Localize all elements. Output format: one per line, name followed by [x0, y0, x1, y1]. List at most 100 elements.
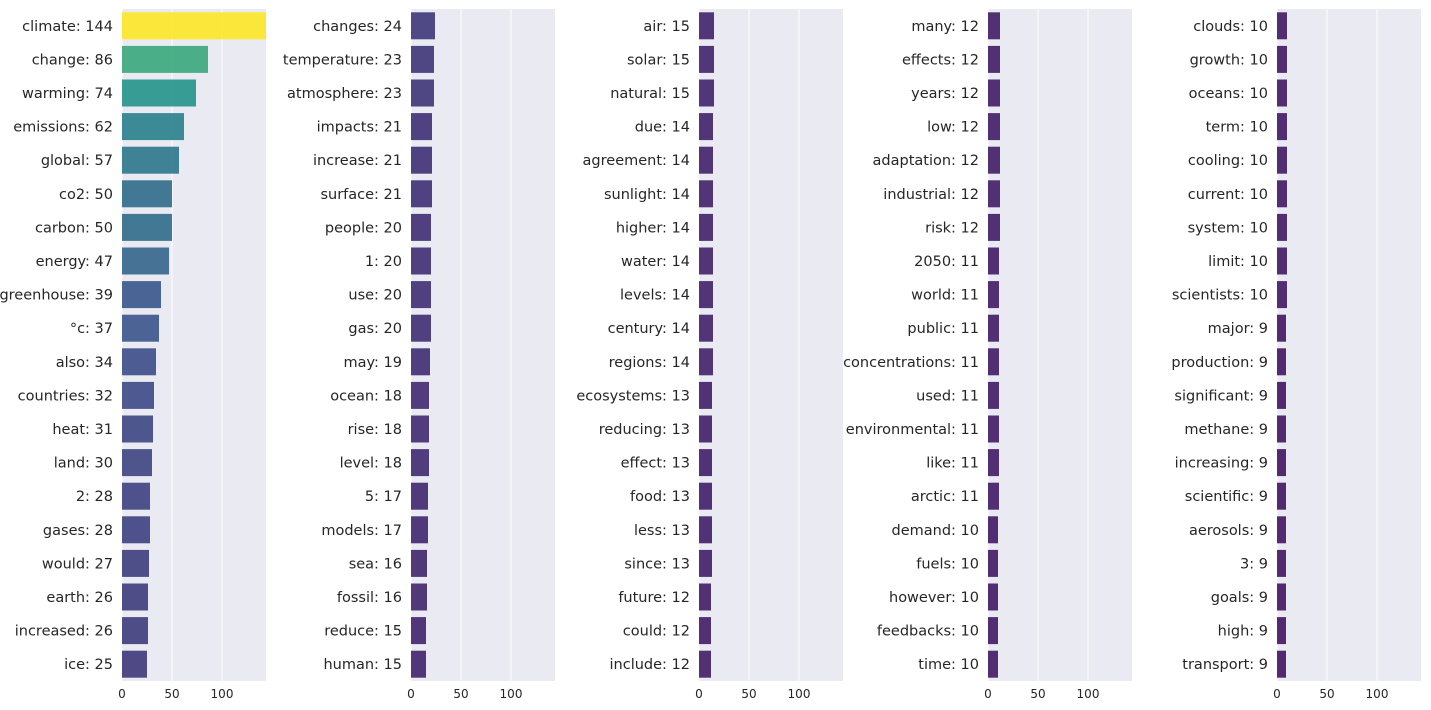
- bar: [988, 281, 999, 309]
- bar: [122, 415, 153, 443]
- category-label: many: 12: [911, 19, 979, 35]
- category-label: century: 14: [608, 321, 690, 337]
- bar: [699, 213, 713, 241]
- bar: [411, 180, 432, 208]
- bar: [988, 12, 1000, 40]
- bar: [1277, 314, 1286, 342]
- x-tick-label: 50: [453, 687, 468, 701]
- category-label: co2: 50: [59, 187, 113, 203]
- bar: [1277, 79, 1287, 107]
- bar: [699, 415, 712, 443]
- bar: [699, 45, 714, 73]
- category-label: could: 12: [623, 624, 690, 640]
- bar: [699, 516, 712, 544]
- category-label: increase: 21: [313, 153, 402, 169]
- category-label: surface: 21: [320, 187, 402, 203]
- category-label: agreement: 14: [583, 153, 690, 169]
- category-label: water: 14: [621, 254, 690, 270]
- plot-background: [988, 9, 1132, 681]
- category-label: aerosols: 9: [1189, 523, 1268, 539]
- bar: [699, 146, 713, 174]
- category-label: greenhouse: 39: [0, 288, 113, 304]
- bar: [699, 348, 713, 376]
- category-label: 5: 17: [365, 489, 402, 505]
- bar: [1277, 213, 1287, 241]
- category-label: transport: 9: [1182, 657, 1268, 673]
- category-label: oceans: 10: [1189, 86, 1268, 102]
- category-label: limit: 10: [1208, 254, 1268, 270]
- bar: [411, 213, 431, 241]
- category-label: public: 11: [907, 321, 979, 337]
- category-label: methane: 9: [1184, 422, 1268, 438]
- bar: [411, 583, 427, 611]
- category-label: atmosphere: 23: [287, 86, 402, 102]
- bar: [988, 247, 999, 275]
- plot-background: [122, 9, 266, 681]
- category-label: countries: 32: [18, 388, 113, 404]
- bar: [122, 617, 148, 645]
- bar: [411, 348, 430, 376]
- bar: [988, 113, 1000, 141]
- category-label: higher: 14: [616, 220, 690, 236]
- category-label: 1: 20: [365, 254, 402, 270]
- bar: [988, 146, 1000, 174]
- bar: [988, 45, 1000, 73]
- category-label: concentrations: 11: [843, 355, 979, 371]
- bar: [122, 314, 159, 342]
- bar: [122, 281, 161, 309]
- category-label: models: 17: [321, 523, 402, 539]
- bar: [411, 549, 427, 577]
- bar: [988, 79, 1000, 107]
- category-label: changes: 24: [313, 19, 402, 35]
- bar: [699, 650, 711, 678]
- category-label: climate: 144: [22, 19, 113, 35]
- category-label: temperature: 23: [283, 52, 402, 68]
- bar: [411, 381, 429, 409]
- category-label: level: 18: [340, 456, 402, 472]
- category-label: energy: 47: [36, 254, 113, 270]
- category-label: human: 15: [323, 657, 402, 673]
- category-label: risk: 12: [925, 220, 979, 236]
- bar: [988, 180, 1000, 208]
- category-label: change: 86: [32, 52, 113, 68]
- category-label: since: 13: [624, 556, 690, 572]
- bar: [122, 482, 150, 510]
- bar: [1277, 516, 1286, 544]
- bar: [411, 650, 426, 678]
- category-label: solar: 15: [627, 52, 690, 68]
- category-label: ocean: 18: [330, 388, 402, 404]
- bar: [122, 583, 148, 611]
- bar: [699, 617, 711, 645]
- bar: [699, 247, 713, 275]
- category-label: growth: 10: [1190, 52, 1268, 68]
- bar: [122, 348, 156, 376]
- bar: [411, 113, 432, 141]
- category-label: 2: 28: [76, 489, 113, 505]
- bar: [988, 415, 999, 443]
- x-tick-label: 0: [407, 687, 415, 701]
- bar: [1277, 281, 1287, 309]
- bar: [1277, 113, 1287, 141]
- category-label: sunlight: 14: [604, 187, 690, 203]
- category-label: also: 34: [56, 355, 113, 371]
- bar: [699, 281, 713, 309]
- bar: [1277, 146, 1287, 174]
- bar: [1277, 348, 1286, 376]
- category-label: sea: 16: [349, 556, 402, 572]
- bar: [122, 247, 169, 275]
- bar: [1277, 45, 1287, 73]
- bar: [411, 247, 431, 275]
- category-label: fossil: 16: [337, 590, 402, 606]
- x-tick-label: 50: [741, 687, 756, 701]
- category-label: high: 9: [1218, 624, 1268, 640]
- bar: [988, 314, 999, 342]
- panel-4: 0 50 100 many: 12 effects: 12 years: 12 low: 1…: [843, 9, 1132, 701]
- bar: [699, 549, 712, 577]
- category-label: gases: 28: [43, 523, 113, 539]
- category-label: used: 11: [916, 388, 979, 404]
- category-label: may: 19: [344, 355, 402, 371]
- bar: [1277, 449, 1286, 477]
- category-label: include: 12: [610, 657, 690, 673]
- category-label: term: 10: [1206, 120, 1268, 136]
